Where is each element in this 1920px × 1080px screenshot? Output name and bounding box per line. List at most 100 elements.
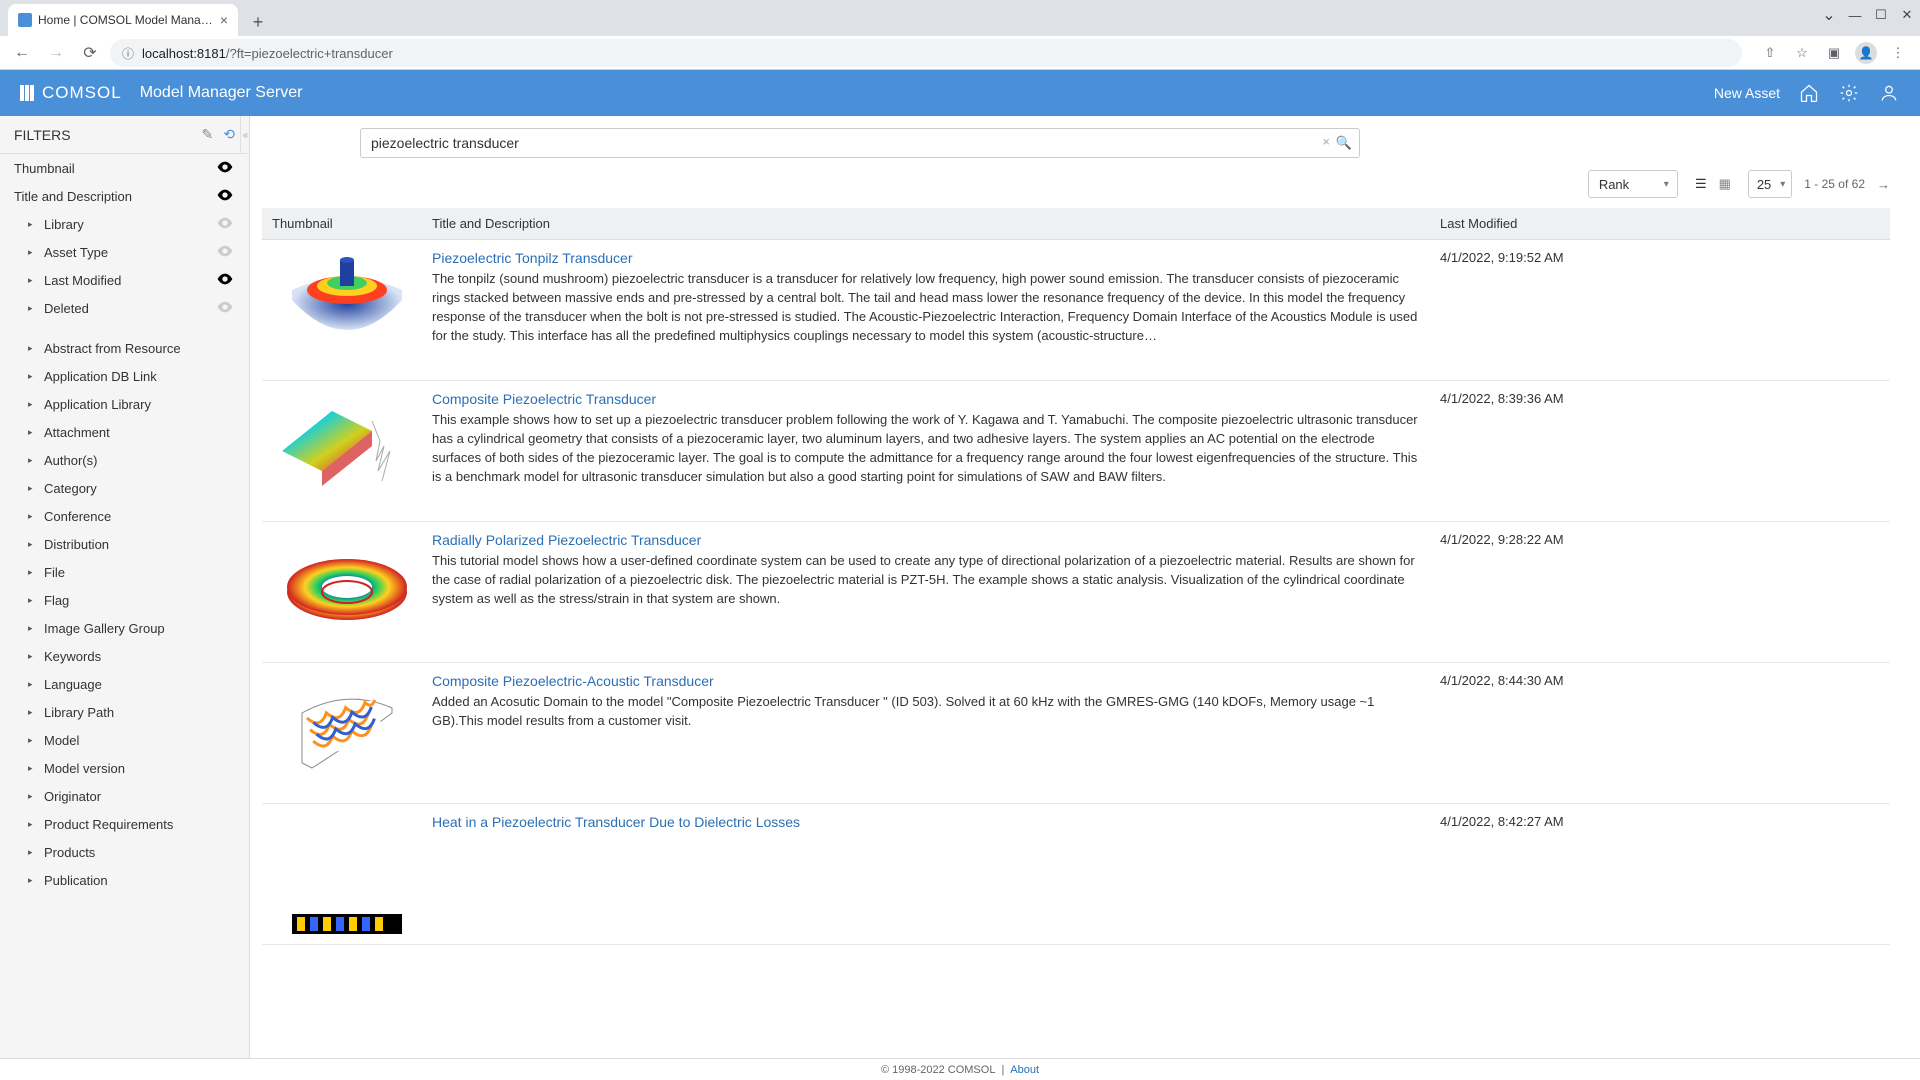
result-row: Radially Polarized Piezoelectric Transdu… <box>262 522 1890 663</box>
eye-icon[interactable] <box>217 189 235 204</box>
close-tab-icon[interactable]: × <box>220 12 228 28</box>
home-icon[interactable] <box>1798 82 1820 104</box>
filter-author-s-[interactable]: ▸Author(s) <box>0 446 249 474</box>
result-title[interactable]: Radially Polarized Piezoelectric Transdu… <box>432 532 701 548</box>
share-icon[interactable]: ⇧ <box>1756 39 1784 67</box>
filter-publication[interactable]: ▸Publication <box>0 866 249 894</box>
search-icon[interactable]: 🔍 <box>1336 135 1352 151</box>
gear-icon[interactable] <box>1838 82 1860 104</box>
results-area: Thumbnail Title and Description Last Mod… <box>250 208 1920 1058</box>
eye-icon[interactable] <box>217 245 235 260</box>
filter-model-version[interactable]: ▸Model version <box>0 754 249 782</box>
maximize-button[interactable]: ☐ <box>1868 0 1894 30</box>
result-thumbnail[interactable] <box>272 814 422 934</box>
result-thumbnail[interactable] <box>272 673 422 793</box>
filter-deleted[interactable]: ▸Deleted <box>0 294 249 322</box>
browser-chrome: Home | COMSOL Model Manage… × + ⌄ — ☐ ✕ … <box>0 0 1920 70</box>
filter-model[interactable]: ▸Model <box>0 726 249 754</box>
content-area: × 🔍 Rank ☰ ▦ 25 1 - 25 of 62 → Thumbnail… <box>250 116 1920 1058</box>
window-controls: ⌄ — ☐ ✕ <box>1816 0 1920 30</box>
filters-sidebar: FILTERS ✎ ⟲ « ThumbnailTitle and Descrip… <box>0 116 250 1058</box>
filter-keywords[interactable]: ▸Keywords <box>0 642 249 670</box>
result-description: This tutorial model shows how a user-def… <box>432 552 1420 609</box>
clear-search-icon[interactable]: × <box>1322 134 1330 149</box>
result-title[interactable]: Composite Piezoelectric Transducer <box>432 391 656 407</box>
result-title[interactable]: Composite Piezoelectric-Acoustic Transdu… <box>432 673 714 689</box>
filter-last-modified[interactable]: ▸Last Modified <box>0 266 249 294</box>
result-modified: 4/1/2022, 8:44:30 AM <box>1440 673 1564 688</box>
address-bar: ← → ⟳ ⓘ localhost:8181/?ft=piezoelectric… <box>0 36 1920 70</box>
panel-icon[interactable]: ▣ <box>1820 39 1848 67</box>
search-input[interactable] <box>360 128 1360 158</box>
url-host: localhost:8181 <box>142 46 226 61</box>
filter-library[interactable]: ▸Library <box>0 210 249 238</box>
filter-distribution[interactable]: ▸Distribution <box>0 530 249 558</box>
sort-select[interactable]: Rank <box>1588 170 1678 198</box>
result-row: Piezoelectric Tonpilz TransducerThe tonp… <box>262 240 1890 381</box>
eye-icon[interactable] <box>217 301 235 316</box>
forward-button[interactable]: → <box>42 39 70 67</box>
filter-file[interactable]: ▸File <box>0 558 249 586</box>
col-thumbnail[interactable]: Thumbnail <box>262 208 422 240</box>
comsol-logo[interactable]: COMSOL <box>20 83 122 103</box>
eye-icon[interactable] <box>217 161 235 176</box>
result-thumbnail[interactable] <box>272 532 422 652</box>
col-title[interactable]: Title and Description <box>422 208 1430 240</box>
bookmark-icon[interactable]: ☆ <box>1788 39 1816 67</box>
result-row: Composite Piezoelectric-Acoustic Transdu… <box>262 663 1890 804</box>
filter-product-requirements[interactable]: ▸Product Requirements <box>0 810 249 838</box>
filter-abstract-from-resource[interactable]: ▸Abstract from Resource <box>0 334 249 362</box>
eye-icon[interactable] <box>217 273 235 288</box>
filter-language[interactable]: ▸Language <box>0 670 249 698</box>
brand-text: COMSOL <box>42 83 122 103</box>
next-page-button[interactable]: → <box>1877 177 1890 192</box>
browser-tab[interactable]: Home | COMSOL Model Manage… × <box>8 4 238 36</box>
filter-thumbnail[interactable]: Thumbnail <box>0 154 249 182</box>
filter-originator[interactable]: ▸Originator <box>0 782 249 810</box>
col-modified[interactable]: Last Modified <box>1430 208 1890 240</box>
favicon-icon <box>18 13 32 27</box>
url-path: /?ft=piezoelectric+transducer <box>226 46 393 61</box>
back-button[interactable]: ← <box>8 39 36 67</box>
filter-conference[interactable]: ▸Conference <box>0 502 249 530</box>
eye-icon[interactable] <box>217 217 235 232</box>
list-view-button[interactable]: ☰ <box>1690 173 1712 195</box>
filter-products[interactable]: ▸Products <box>0 838 249 866</box>
user-icon[interactable] <box>1878 82 1900 104</box>
sort-value: Rank <box>1599 177 1629 192</box>
filter-title-and-description[interactable]: Title and Description <box>0 182 249 210</box>
reload-button[interactable]: ⟳ <box>76 39 104 67</box>
new-tab-button[interactable]: + <box>244 8 272 36</box>
url-field[interactable]: ⓘ localhost:8181/?ft=piezoelectric+trans… <box>110 39 1742 67</box>
tab-title: Home | COMSOL Model Manage… <box>38 13 214 27</box>
filter-application-db-link[interactable]: ▸Application DB Link <box>0 362 249 390</box>
collapse-sidebar-icon[interactable]: « <box>240 116 250 154</box>
refresh-filters-icon[interactable]: ⟲ <box>223 126 235 143</box>
filter-attachment[interactable]: ▸Attachment <box>0 418 249 446</box>
result-thumbnail[interactable] <box>272 391 422 511</box>
filter-flag[interactable]: ▸Flag <box>0 586 249 614</box>
result-modified: 4/1/2022, 8:39:36 AM <box>1440 391 1564 406</box>
filter-asset-type[interactable]: ▸Asset Type <box>0 238 249 266</box>
filters-title: FILTERS <box>14 127 71 143</box>
filter-library-path[interactable]: ▸Library Path <box>0 698 249 726</box>
view-toggle: ☰ ▦ <box>1690 173 1736 195</box>
clear-filters-icon[interactable]: ✎ <box>202 126 214 143</box>
filter-application-library[interactable]: ▸Application Library <box>0 390 249 418</box>
result-title[interactable]: Piezoelectric Tonpilz Transducer <box>432 250 633 266</box>
profile-icon[interactable]: 👤 <box>1852 39 1880 67</box>
result-title[interactable]: Heat in a Piezoelectric Transducer Due t… <box>432 814 800 830</box>
menu-icon[interactable]: ⋮ <box>1884 39 1912 67</box>
new-asset-link[interactable]: New Asset <box>1714 85 1780 101</box>
close-window-button[interactable]: ✕ <box>1894 0 1920 30</box>
filter-image-gallery-group[interactable]: ▸Image Gallery Group <box>0 614 249 642</box>
filter-category[interactable]: ▸Category <box>0 474 249 502</box>
result-thumbnail[interactable] <box>272 250 422 370</box>
page-size-value: 25 <box>1757 177 1771 192</box>
page-size-select[interactable]: 25 <box>1748 170 1792 198</box>
footer: © 1998-2022 COMSOL | About <box>0 1058 1920 1080</box>
minimize-button[interactable]: — <box>1842 0 1868 30</box>
grid-view-button[interactable]: ▦ <box>1714 173 1736 195</box>
chevron-down-icon[interactable]: ⌄ <box>1816 0 1842 30</box>
about-link[interactable]: About <box>1010 1064 1039 1076</box>
